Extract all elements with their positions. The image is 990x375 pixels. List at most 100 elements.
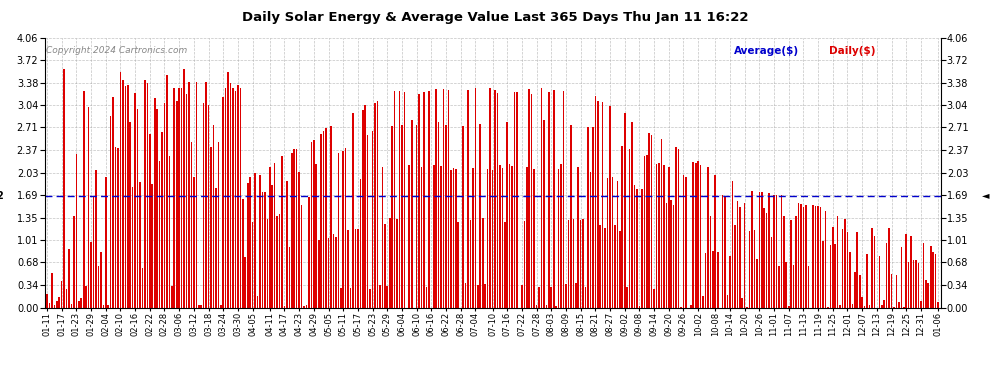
Bar bbox=[717, 252, 719, 308]
Bar bbox=[788, 306, 789, 308]
Bar bbox=[391, 126, 393, 308]
Bar bbox=[156, 110, 158, 308]
Text: ◄ 1.682: ◄ 1.682 bbox=[982, 190, 990, 201]
Bar bbox=[115, 147, 117, 308]
Bar bbox=[196, 81, 197, 308]
Bar bbox=[818, 206, 819, 308]
Bar bbox=[555, 306, 557, 308]
Bar bbox=[296, 148, 297, 308]
Bar bbox=[562, 91, 564, 308]
Bar bbox=[665, 202, 667, 308]
Bar bbox=[582, 219, 584, 308]
Bar bbox=[122, 80, 124, 308]
Bar bbox=[825, 211, 827, 308]
Bar bbox=[372, 131, 373, 308]
Bar bbox=[746, 307, 747, 308]
Bar bbox=[494, 90, 496, 308]
Bar bbox=[343, 151, 344, 308]
Bar bbox=[514, 92, 516, 308]
Bar bbox=[938, 302, 939, 307]
Bar bbox=[690, 305, 692, 308]
Bar bbox=[335, 237, 337, 308]
Bar bbox=[908, 262, 910, 308]
Bar bbox=[570, 124, 571, 308]
Bar bbox=[70, 304, 72, 307]
Bar bbox=[450, 170, 451, 308]
Bar bbox=[266, 219, 268, 308]
Bar bbox=[404, 92, 405, 308]
Bar bbox=[928, 283, 929, 308]
Bar bbox=[166, 75, 167, 308]
Bar bbox=[203, 103, 205, 308]
Bar bbox=[557, 169, 559, 308]
Bar bbox=[655, 164, 657, 308]
Bar bbox=[766, 213, 767, 308]
Text: Daily($): Daily($) bbox=[829, 46, 875, 56]
Bar bbox=[462, 126, 464, 308]
Bar bbox=[743, 202, 745, 308]
Bar bbox=[484, 284, 486, 308]
Bar bbox=[254, 173, 255, 308]
Bar bbox=[215, 188, 217, 308]
Bar bbox=[866, 254, 868, 308]
Bar bbox=[639, 306, 641, 308]
Bar bbox=[567, 220, 569, 308]
Bar bbox=[785, 262, 787, 308]
Bar bbox=[873, 236, 875, 308]
Bar bbox=[228, 72, 229, 308]
Bar bbox=[443, 89, 445, 308]
Bar bbox=[529, 89, 530, 308]
Bar bbox=[541, 88, 543, 308]
Bar bbox=[854, 272, 855, 308]
Bar bbox=[592, 127, 594, 308]
Bar bbox=[261, 192, 263, 308]
Bar bbox=[808, 267, 809, 308]
Bar bbox=[830, 245, 832, 308]
Bar bbox=[452, 168, 454, 308]
Bar bbox=[642, 189, 643, 308]
Bar bbox=[607, 178, 609, 308]
Bar bbox=[634, 186, 636, 308]
Bar bbox=[472, 168, 474, 308]
Bar bbox=[149, 134, 150, 308]
Bar bbox=[176, 101, 177, 308]
Bar bbox=[712, 251, 714, 308]
Bar bbox=[790, 220, 792, 308]
Bar bbox=[906, 234, 907, 308]
Bar bbox=[240, 88, 242, 308]
Bar bbox=[800, 204, 802, 308]
Bar bbox=[173, 88, 175, 308]
Bar bbox=[645, 154, 647, 308]
Bar bbox=[778, 266, 780, 308]
Bar bbox=[112, 97, 114, 308]
Bar bbox=[697, 161, 699, 308]
Bar bbox=[548, 92, 549, 308]
Bar bbox=[264, 192, 265, 308]
Bar bbox=[742, 298, 743, 307]
Bar bbox=[455, 169, 456, 308]
Bar bbox=[61, 281, 62, 308]
Bar bbox=[680, 307, 682, 308]
Bar bbox=[737, 201, 739, 308]
Bar bbox=[306, 305, 307, 308]
Bar bbox=[105, 177, 107, 308]
Bar bbox=[516, 92, 518, 308]
Bar bbox=[859, 275, 860, 308]
Bar bbox=[423, 92, 425, 308]
Bar bbox=[489, 88, 491, 308]
Bar bbox=[575, 283, 576, 308]
Bar bbox=[526, 167, 528, 308]
Text: Average($): Average($) bbox=[735, 46, 800, 56]
Bar bbox=[820, 207, 822, 308]
Bar bbox=[849, 252, 850, 308]
Bar bbox=[560, 164, 562, 308]
Bar bbox=[793, 265, 794, 308]
Bar bbox=[426, 288, 428, 308]
Bar bbox=[492, 170, 493, 308]
Bar bbox=[675, 147, 677, 308]
Bar bbox=[53, 305, 55, 308]
Bar bbox=[301, 205, 302, 308]
Bar bbox=[773, 195, 775, 308]
Bar bbox=[756, 259, 757, 308]
Bar bbox=[617, 181, 618, 308]
